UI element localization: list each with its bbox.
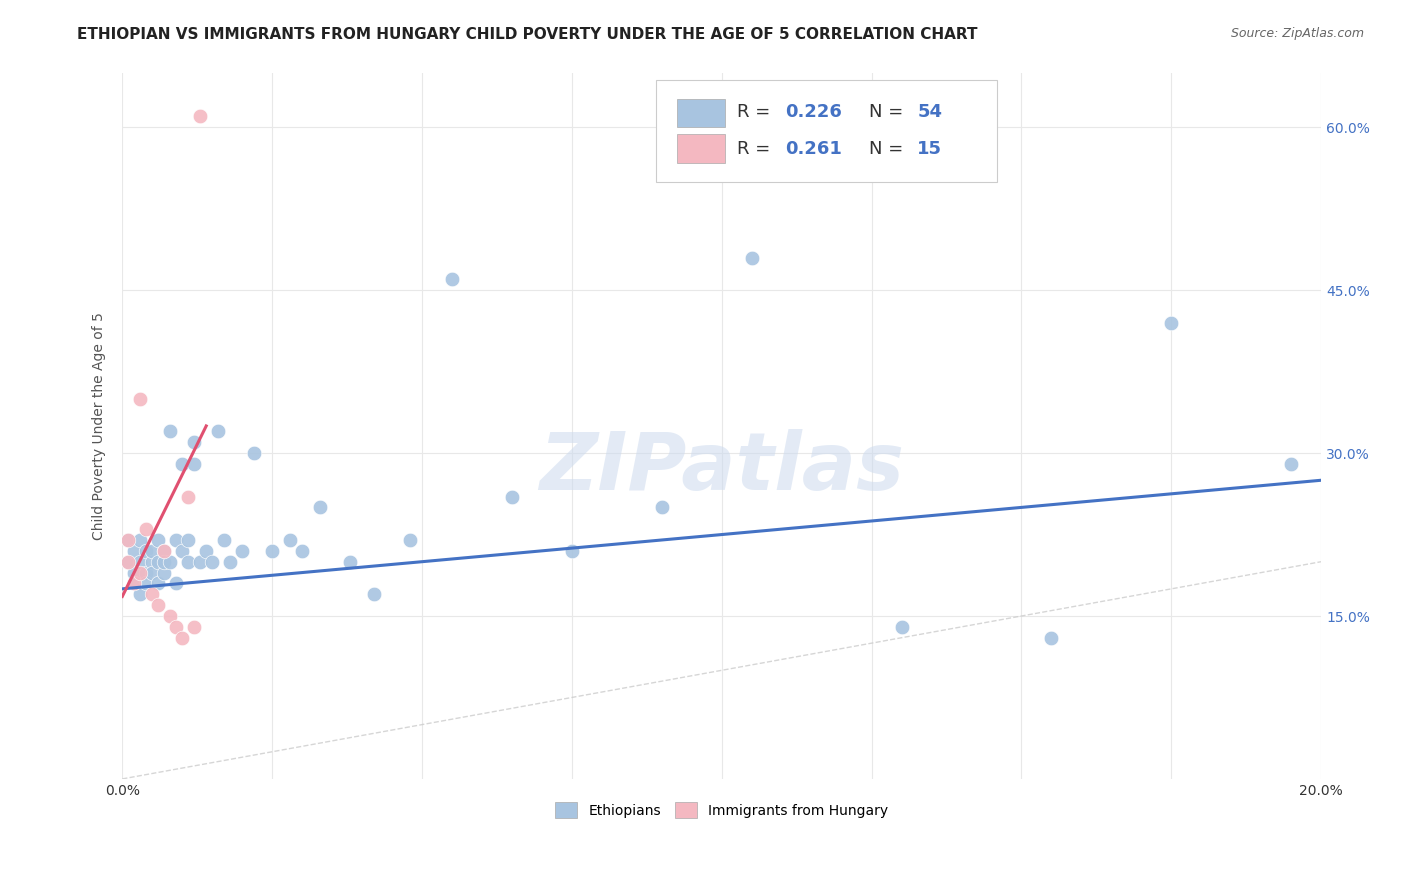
Point [117, 555, 139, 569]
Point [141, 555, 163, 569]
Point [135, 544, 157, 558]
Point [363, 587, 385, 601]
Point [1279, 457, 1302, 471]
Point [148, 533, 170, 547]
Point [159, 425, 181, 439]
Point [183, 435, 205, 450]
Point [1160, 316, 1182, 330]
Text: R =: R = [737, 139, 776, 158]
Point [117, 533, 139, 547]
Point [141, 587, 163, 601]
Point [165, 533, 187, 547]
Point [177, 555, 200, 569]
Point [243, 446, 266, 460]
Text: 54: 54 [917, 103, 942, 120]
Point [440, 272, 463, 286]
Y-axis label: Child Poverty Under the Age of 5: Child Poverty Under the Age of 5 [93, 312, 107, 540]
Point [153, 555, 176, 569]
Point [117, 555, 139, 569]
Point [183, 457, 205, 471]
Point [141, 544, 163, 558]
Point [148, 576, 170, 591]
Point [129, 555, 152, 569]
Text: N =: N = [869, 103, 910, 120]
Point [129, 566, 152, 580]
Text: 0.226: 0.226 [786, 103, 842, 120]
Point [148, 555, 170, 569]
Point [165, 620, 187, 634]
Point [129, 392, 152, 406]
Point [195, 544, 218, 558]
Point [124, 544, 146, 558]
Point [188, 555, 211, 569]
Point [141, 566, 163, 580]
Point [159, 609, 181, 624]
Point [188, 110, 211, 124]
Point [890, 620, 912, 634]
Point [309, 500, 332, 515]
Point [124, 566, 146, 580]
FancyBboxPatch shape [655, 80, 997, 182]
Point [129, 587, 152, 601]
Text: ETHIOPIAN VS IMMIGRANTS FROM HUNGARY CHILD POVERTY UNDER THE AGE OF 5 CORRELATIO: ETHIOPIAN VS IMMIGRANTS FROM HUNGARY CHI… [77, 27, 977, 42]
Point [153, 544, 176, 558]
Legend: Ethiopians, Immigrants from Hungary: Ethiopians, Immigrants from Hungary [548, 795, 896, 825]
Point [117, 533, 139, 547]
Point [124, 576, 146, 591]
Point [501, 490, 523, 504]
Point [262, 544, 284, 558]
Point [135, 566, 157, 580]
Point [561, 544, 583, 558]
Text: N =: N = [869, 139, 910, 158]
Point [399, 533, 422, 547]
Point [183, 620, 205, 634]
Point [741, 251, 763, 265]
FancyBboxPatch shape [678, 135, 725, 162]
Point [177, 533, 200, 547]
Text: R =: R = [737, 103, 776, 120]
Point [278, 533, 301, 547]
Point [207, 425, 229, 439]
Point [129, 533, 152, 547]
Point [172, 457, 194, 471]
Point [201, 555, 224, 569]
Point [231, 544, 253, 558]
Point [172, 544, 194, 558]
Point [153, 544, 176, 558]
Point [1040, 631, 1063, 645]
Point [124, 576, 146, 591]
Point [172, 631, 194, 645]
Point [339, 555, 361, 569]
Point [159, 555, 181, 569]
Point [291, 544, 314, 558]
Point [651, 500, 673, 515]
Point [165, 576, 187, 591]
Point [212, 533, 235, 547]
Point [177, 490, 200, 504]
Text: Source: ZipAtlas.com: Source: ZipAtlas.com [1230, 27, 1364, 40]
Point [148, 598, 170, 612]
FancyBboxPatch shape [678, 99, 725, 128]
Point [135, 522, 157, 536]
Text: 15: 15 [917, 139, 942, 158]
Point [135, 576, 157, 591]
Text: 0.261: 0.261 [786, 139, 842, 158]
Point [153, 566, 176, 580]
Point [219, 555, 242, 569]
Text: ZIPatlas: ZIPatlas [540, 429, 904, 508]
